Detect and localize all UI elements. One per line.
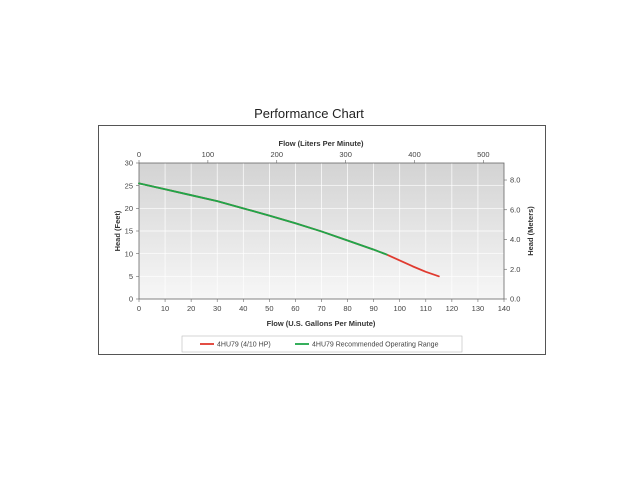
legend-label-series-2: 4HU79 Recommended Operating Range — [312, 342, 439, 349]
y2-tick-label: 2.0 — [510, 265, 520, 274]
x2-tick-label: 0 — [137, 150, 141, 159]
x2-tick-label: 300 — [339, 150, 352, 159]
y-tick-label: 25 — [125, 181, 133, 190]
x-tick-label: 70 — [317, 304, 325, 313]
x-tick-label: 100 — [393, 304, 406, 313]
x-tick-label: 30 — [213, 304, 221, 313]
series-lines — [138, 182, 440, 278]
y-tick-label: 30 — [125, 159, 133, 168]
x2-tick-label: 100 — [202, 150, 215, 159]
x-tick-label: 10 — [161, 304, 169, 313]
y-axis-ticks: 0 5 10 15 20 25 30 — [125, 159, 139, 304]
x-tick-label: 140 — [498, 304, 511, 313]
x2-axis-ticks: 0 100 200 300 400 500 — [137, 150, 490, 163]
x-tick-label: 20 — [187, 304, 195, 313]
y-tick-label: 10 — [125, 249, 133, 258]
y2-tick-label: 8.0 — [510, 176, 520, 185]
x-tick-label: 110 — [420, 304, 432, 313]
legend: 4HU79 (4/10 HP) 4HU79 Recommended Operat… — [181, 335, 463, 353]
x2-tick-label: 400 — [408, 150, 421, 159]
x-tick-label: 80 — [343, 304, 351, 313]
performance-chart: 0 10 20 30 40 50 60 70 80 90 100 110 120 130 140 0 5 10 1… — [113, 139, 535, 353]
x-tick-label: 60 — [291, 304, 299, 313]
y2-tick-label: 4.0 — [510, 235, 520, 244]
x2-tick-label: 500 — [477, 150, 490, 159]
x-tick-label: 90 — [369, 304, 377, 313]
x-tick-label: 120 — [446, 304, 459, 313]
series-line-2 — [138, 182, 388, 256]
x-tick-label: 50 — [265, 304, 273, 313]
y-tick-label: 0 — [129, 295, 133, 304]
y2-axis-title: Head (Meters) — [526, 206, 535, 256]
y-tick-label: 15 — [125, 227, 133, 236]
x-axis-title: Flow (U.S. Gallons Per Minute) — [267, 319, 376, 328]
legend-box — [181, 335, 463, 353]
y-tick-label: 20 — [125, 204, 133, 213]
x-tick-label: 130 — [472, 304, 485, 313]
x-tick-label: 40 — [239, 304, 247, 313]
x2-tick-label: 200 — [270, 150, 283, 159]
y2-tick-label: 0.0 — [510, 295, 520, 304]
page-title: Performance Chart — [254, 106, 364, 121]
x2-axis-title: Flow (Liters Per Minute) — [278, 139, 364, 148]
x-tick-label: 0 — [137, 304, 141, 313]
y-axis-title: Head (Feet) — [113, 210, 122, 251]
y2-tick-label: 6.0 — [510, 205, 520, 214]
grid-lines — [139, 163, 504, 299]
x-axis-ticks: 0 10 20 30 40 50 60 70 80 90 100 110 120 130 140 — [137, 299, 510, 313]
y-tick-label: 5 — [129, 272, 133, 281]
legend-label-series-1: 4HU79 (4/10 HP) — [217, 342, 271, 349]
chart-frame: 0 10 20 30 40 50 60 70 80 90 100 110 120 130 140 0 5 10 1… — [98, 125, 546, 355]
y2-axis-ticks: 0.0 2.0 4.0 6.0 8.0 — [504, 176, 520, 304]
